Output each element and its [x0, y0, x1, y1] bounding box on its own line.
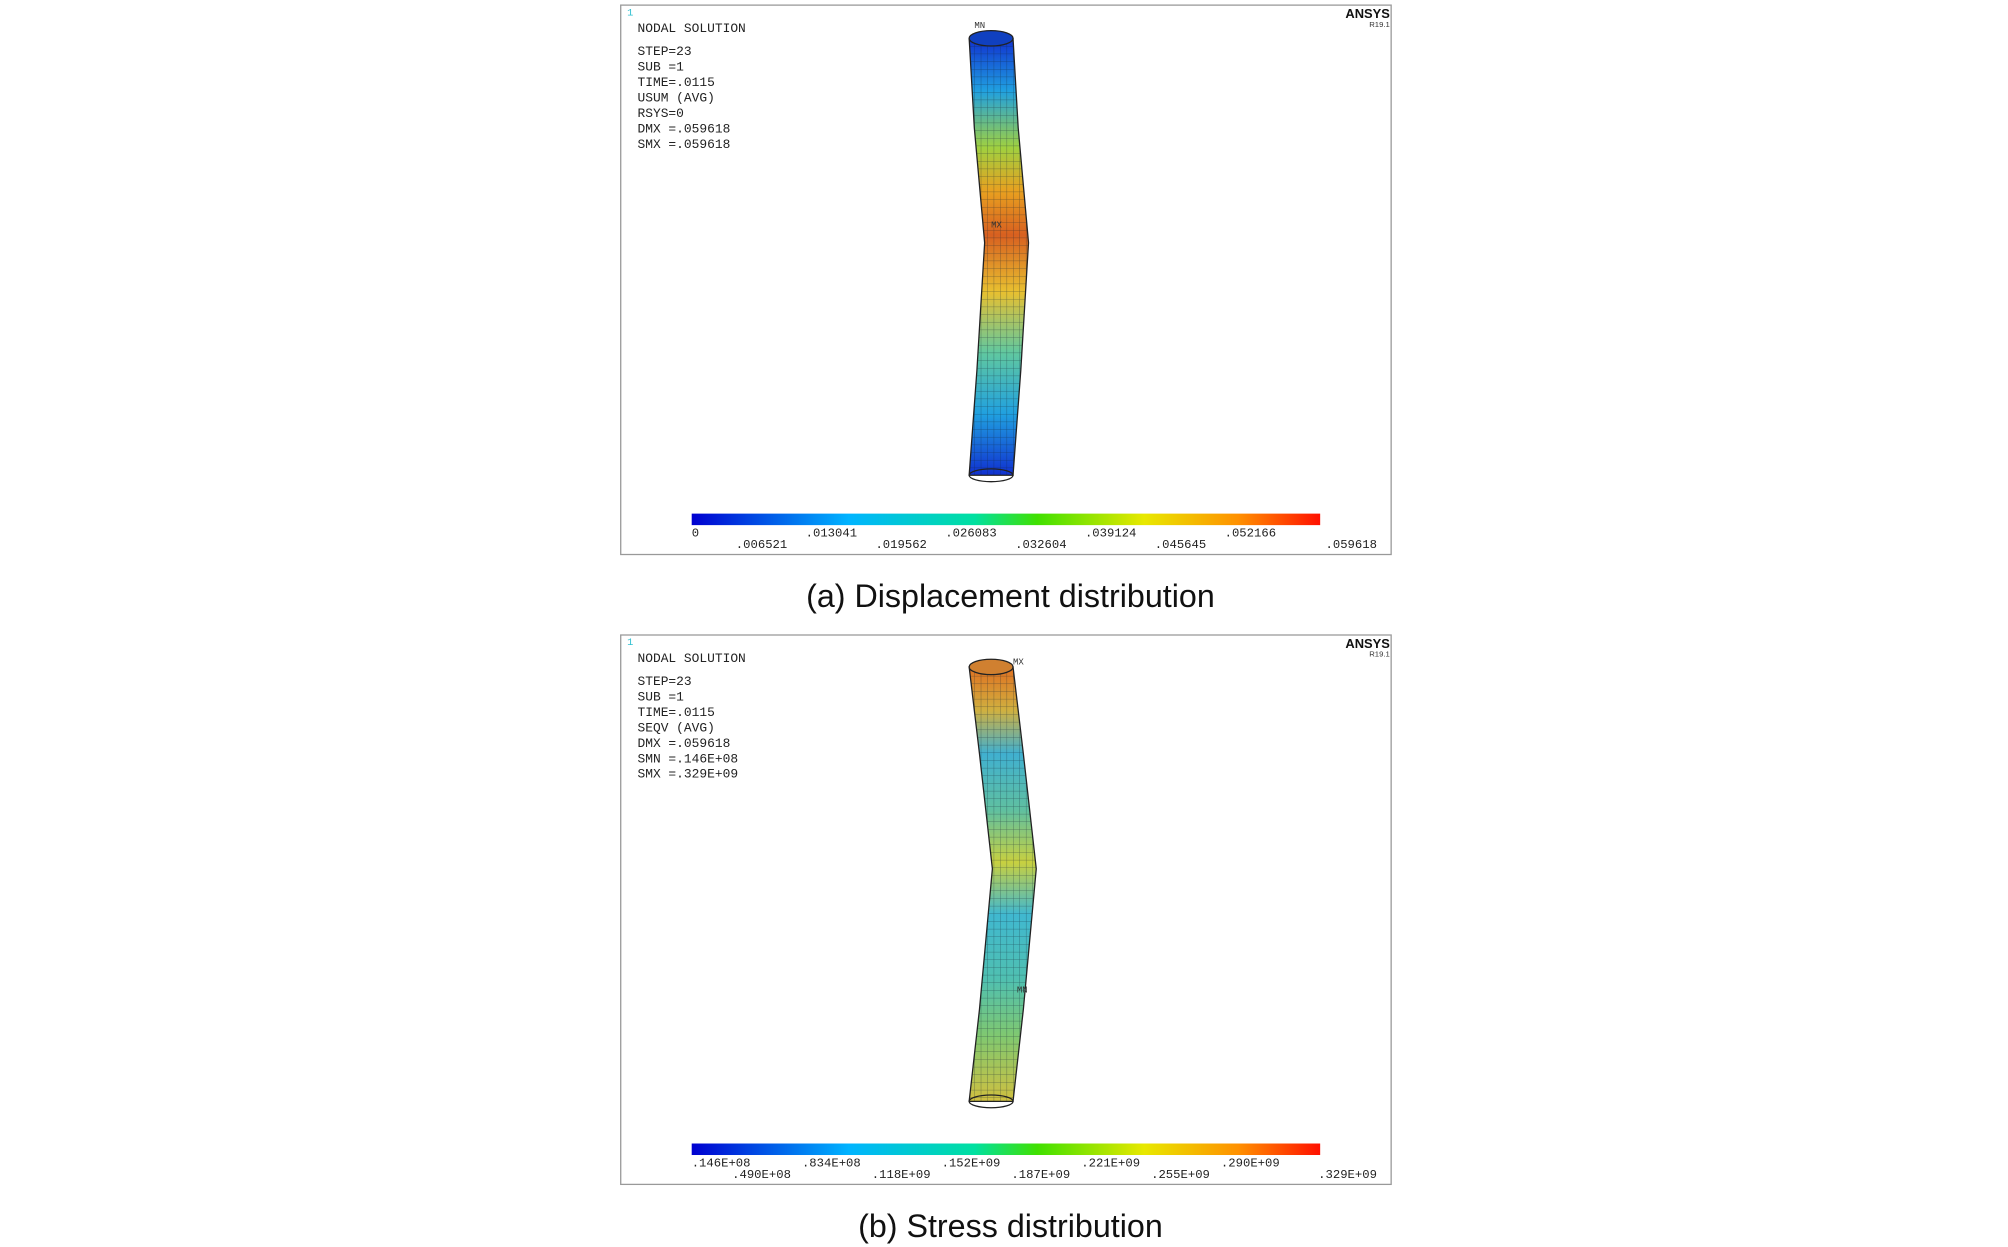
legend-label: .221E+09 — [1081, 1157, 1140, 1171]
legend-label: .059618 — [1325, 538, 1376, 552]
legend-label: .032604 — [1015, 538, 1066, 552]
legend-label: .255E+09 — [1151, 1168, 1210, 1182]
color-bar — [691, 1143, 1321, 1156]
legend-label: .045645 — [1155, 538, 1206, 552]
info-line: SMX =.059618 — [638, 137, 731, 152]
window-number: 1 — [627, 637, 633, 649]
info-line: NODAL SOLUTION — [638, 21, 746, 36]
caption: (b) Stress distribution — [858, 1208, 1163, 1244]
legend-label: .019562 — [875, 538, 926, 552]
info-line: DMX =.059618 — [638, 121, 731, 136]
info-line: SUB =1 — [638, 689, 685, 704]
legend-label: .006521 — [736, 538, 787, 552]
extreme-marker: MN — [1017, 986, 1028, 996]
tube-end — [968, 1094, 1014, 1109]
legend-label: .490E+08 — [732, 1168, 791, 1182]
tube-mesh — [969, 38, 1029, 476]
tube-end — [968, 30, 1014, 47]
window-number: 1 — [627, 7, 633, 19]
info-line: STEP=23 — [638, 44, 692, 59]
legend-label: .834E+08 — [802, 1157, 861, 1171]
legend-label: .152E+09 — [942, 1157, 1001, 1171]
extreme-marker: MX — [991, 220, 1002, 230]
legend-label: .329E+09 — [1318, 1168, 1377, 1182]
legend-label: 0 — [692, 527, 699, 541]
legend-label: .026083 — [945, 527, 996, 541]
tube-end — [968, 468, 1014, 483]
info-line: TIME=.0115 — [638, 705, 715, 720]
info-line: SMX =.329E+09 — [638, 767, 739, 782]
info-line: SUB =1 — [638, 60, 685, 75]
info-line: RSYS=0 — [638, 106, 684, 121]
info-line: NODAL SOLUTION — [638, 651, 746, 666]
tube-end — [968, 658, 1014, 676]
extreme-marker: MN — [974, 21, 985, 31]
legend-label: .290E+09 — [1221, 1157, 1280, 1171]
caption: (a) Displacement distribution — [806, 578, 1215, 614]
legend-label: .187E+09 — [1011, 1168, 1070, 1182]
info-line: STEP=23 — [638, 674, 692, 689]
version: R19.1 — [1369, 20, 1390, 29]
legend-label: .146E+08 — [692, 1157, 751, 1171]
legend-label: .118E+09 — [872, 1168, 931, 1182]
color-bar — [691, 513, 1321, 526]
extreme-marker: MX — [1013, 657, 1024, 667]
tube-mesh — [969, 666, 1037, 1102]
brand: ANSYS — [1345, 636, 1390, 651]
info-line: SEQV (AVG) — [638, 720, 715, 735]
info-line: USUM (AVG) — [638, 91, 715, 106]
info-line: DMX =.059618 — [638, 736, 731, 751]
legend-label: .039124 — [1085, 527, 1136, 541]
brand: ANSYS — [1345, 6, 1390, 21]
info-line: TIME=.0115 — [638, 75, 715, 90]
legend-label: .052166 — [1225, 527, 1276, 541]
version: R19.1 — [1369, 650, 1390, 659]
info-line: SMN =.146E+08 — [638, 751, 739, 766]
legend-label: .013041 — [806, 527, 857, 541]
